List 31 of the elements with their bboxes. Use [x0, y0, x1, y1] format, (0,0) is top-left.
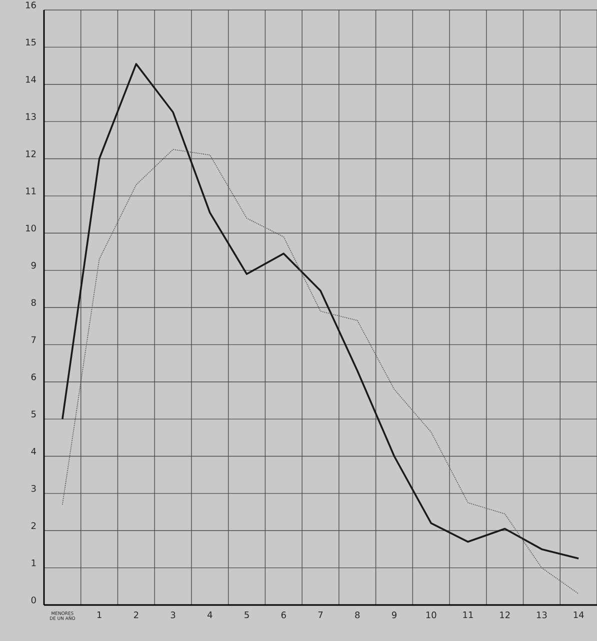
- x-tick-label: 1: [97, 612, 102, 618]
- x-tick-label: 6: [281, 612, 286, 618]
- y-tick-label: 2: [31, 522, 36, 529]
- x-tick-label: 4: [207, 612, 212, 618]
- x-tick-label: 14: [574, 612, 584, 618]
- y-tick-label: 4: [31, 448, 36, 455]
- y-tick-label: 1: [32, 560, 36, 566]
- x-tick-label: 2: [134, 612, 138, 618]
- x-tick-label: 3: [170, 612, 176, 618]
- y-tick-label: 16: [26, 2, 36, 8]
- y-tick-label: 0: [31, 596, 36, 604]
- x-tick-label: 8: [355, 612, 360, 618]
- y-tick-label: 14: [26, 76, 36, 83]
- y-tick-label: 3: [31, 485, 36, 492]
- y-tick-label: 9: [31, 262, 36, 269]
- y-tick-label: 13: [26, 113, 36, 120]
- y-tick-label: 12: [26, 150, 36, 158]
- y-tick-label: 10: [26, 224, 36, 232]
- x-tick-label: 7: [318, 612, 323, 618]
- y-tick-label: 8: [31, 299, 36, 306]
- x-tick-label: 11: [463, 612, 473, 618]
- y-tick-label: 11: [26, 188, 36, 194]
- y-tick-label: 7: [32, 336, 36, 343]
- x-tick-label: 5: [244, 612, 249, 618]
- x-tick-label: 12: [500, 612, 510, 618]
- y-tick-label: 15: [26, 38, 36, 46]
- y-tick-label: 5: [31, 410, 36, 418]
- x-tick-label: 13: [536, 612, 547, 618]
- x-tick-label: 10: [426, 612, 436, 618]
- y-tick-label: 6: [31, 373, 36, 380]
- x-tick-label: 9: [392, 612, 396, 618]
